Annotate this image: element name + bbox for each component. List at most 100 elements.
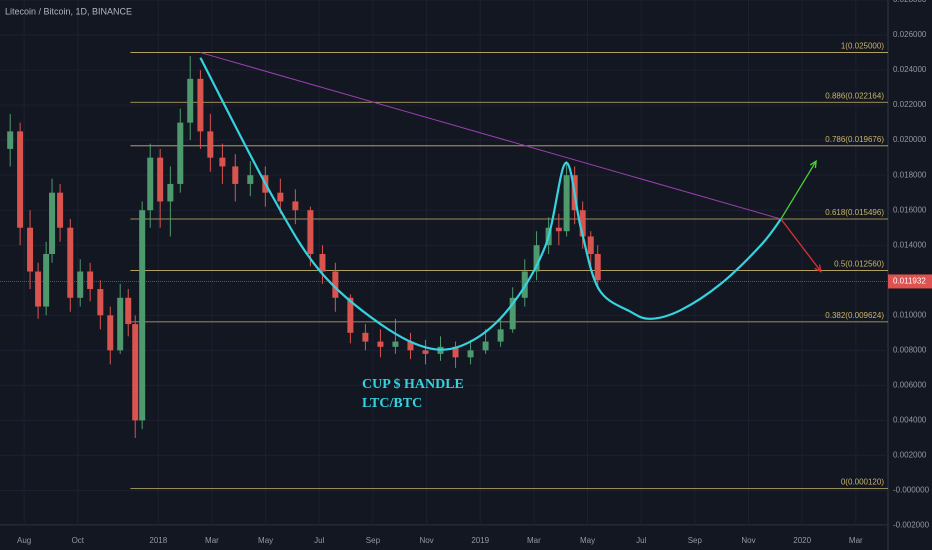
fib-label: 0(0.000120) [841,477,884,486]
candle-body [219,157,226,167]
candle-body [107,315,114,351]
y-tick-label: 0.024000 [893,65,927,74]
chart-title: Litecoin / Bitcoin, 1D, BINANCE [5,6,132,16]
x-tick-label: Sep [688,536,703,545]
x-tick-label: Oct [72,536,85,545]
x-tick-label: Jul [636,536,646,545]
y-tick-label: -0.002000 [893,521,930,530]
candle-body [177,122,184,184]
x-tick-label: Jul [314,536,324,545]
candle-body [27,227,34,272]
y-tick-label: 0.016000 [893,205,927,214]
cup-curve [199,57,782,351]
candle-body [377,341,384,347]
x-tick-label: Mar [527,536,541,545]
y-tick-label: 0.006000 [893,380,927,389]
candle-body [67,227,74,298]
candle-body [362,332,369,342]
candle-body [97,289,104,316]
candle-body [452,346,459,358]
annotation: CUP $ HANDLE [362,377,464,392]
fib-label: 0.886(0.022164) [825,91,884,100]
candle-body [87,271,94,290]
candle-body [307,210,314,254]
y-tick-label: 0.014000 [893,240,927,249]
y-tick-label: 0.002000 [893,451,927,460]
x-tick-label: May [258,536,273,545]
candle-body [187,78,194,123]
price-label: 0.011932 [893,277,926,286]
candle-body [35,271,42,307]
x-tick-label: Nov [419,536,433,545]
candle-body [167,183,174,202]
arrow [780,160,817,220]
candle-body [407,341,414,351]
x-tick-label: 2019 [471,536,489,545]
y-tick-label: 0.028000 [893,0,927,4]
candle-body [197,78,204,132]
candle-body [533,245,540,272]
y-tick-label: -0.000000 [893,486,930,495]
trendline [200,52,781,220]
candle-body [292,201,299,211]
candle-body [117,297,124,351]
candle-body [207,131,214,158]
x-tick-label: Mar [205,536,219,545]
x-tick-label: Sep [366,536,381,545]
candle-body [157,157,164,202]
x-tick-label: 2020 [793,536,811,545]
candle-body [247,175,254,184]
candle-body [563,175,570,232]
y-tick-label: 0.010000 [893,310,927,319]
fib-label: 1(0.025000) [841,42,884,51]
candle-body [587,236,594,254]
candle-body [49,192,56,254]
y-tick-label: 0.020000 [893,135,927,144]
candle-body [332,271,339,298]
candle-body [555,227,562,232]
candle-body [17,131,24,228]
fib-label: 0.786(0.019676) [825,135,884,144]
candle-body [422,350,429,354]
fib-label: 0.618(0.015496) [825,208,884,217]
arrow [780,218,822,272]
candle-body [57,192,64,228]
fib-label: 0.382(0.009624) [825,311,884,320]
plot: 1(0.025000) 0.886(0.022164) 0.786(0.019676… [0,42,888,489]
candle-body [482,341,489,351]
x-tick-label: Mar [849,536,863,545]
candle-body [125,297,132,325]
candle-body [7,131,14,149]
candle-body [392,341,399,347]
arrow-head [814,264,822,273]
candle-body [319,253,326,272]
candle-body [594,253,601,281]
candle-body [77,271,84,298]
arrow-head [809,159,817,169]
x-tick-label: May [580,536,595,545]
candle-body [277,192,284,202]
candle-body [347,297,354,333]
y-tick-label: 0.004000 [893,416,927,425]
candle-body [147,157,154,211]
candle-body [132,324,139,421]
fib-label: 0.5(0.012560) [834,260,884,269]
candle-body [579,210,586,237]
y-tick-label: 0.008000 [893,345,927,354]
price-tag [888,274,932,289]
x-tick-label: Aug [17,536,31,545]
x-tick-label: 2018 [149,536,167,545]
y-tick-label: 0.022000 [893,100,927,109]
candle-body [497,329,504,342]
y-tick-label: 0.026000 [893,30,927,39]
candle-body [139,210,146,421]
x-tick-label: Nov [741,536,755,545]
annotation: LTC/BTC [362,396,422,411]
candle-body [43,253,50,307]
y-tick-label: 0.018000 [893,170,927,179]
candle-body [232,166,239,184]
candle-body [509,297,516,330]
candle-body [467,350,474,358]
